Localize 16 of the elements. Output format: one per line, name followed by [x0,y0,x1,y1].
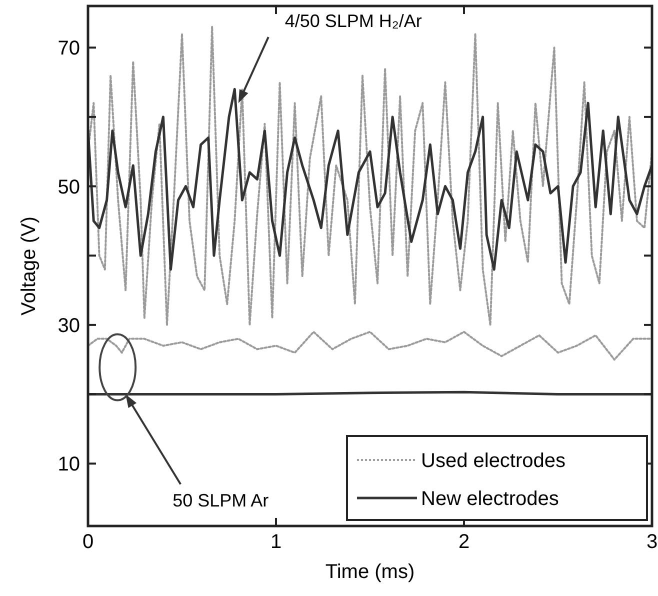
x-tick-label: 1 [270,531,282,553]
legend-label: New electrodes [421,488,559,510]
annotation: 4/50 SLPM H₂/Ar [284,11,422,32]
y-tick-label: 30 [58,314,80,337]
x-tick-label: 2 [458,531,470,553]
x-axis-title: Time (ms) [325,561,415,583]
y-tick-label: 10 [58,454,80,476]
y-tick-label: 50 [58,176,80,198]
y-axis-title: Voltage (V) [18,216,40,316]
annotation: 50 SLPM Ar [172,490,269,510]
line-series [88,330,652,361]
x-tick-label: 0 [82,531,94,553]
x-tick-label: 3 [646,531,658,553]
y-tick-label: 70 [58,38,80,60]
legend-label: Used electrodes [421,450,566,472]
line-series [88,88,652,271]
